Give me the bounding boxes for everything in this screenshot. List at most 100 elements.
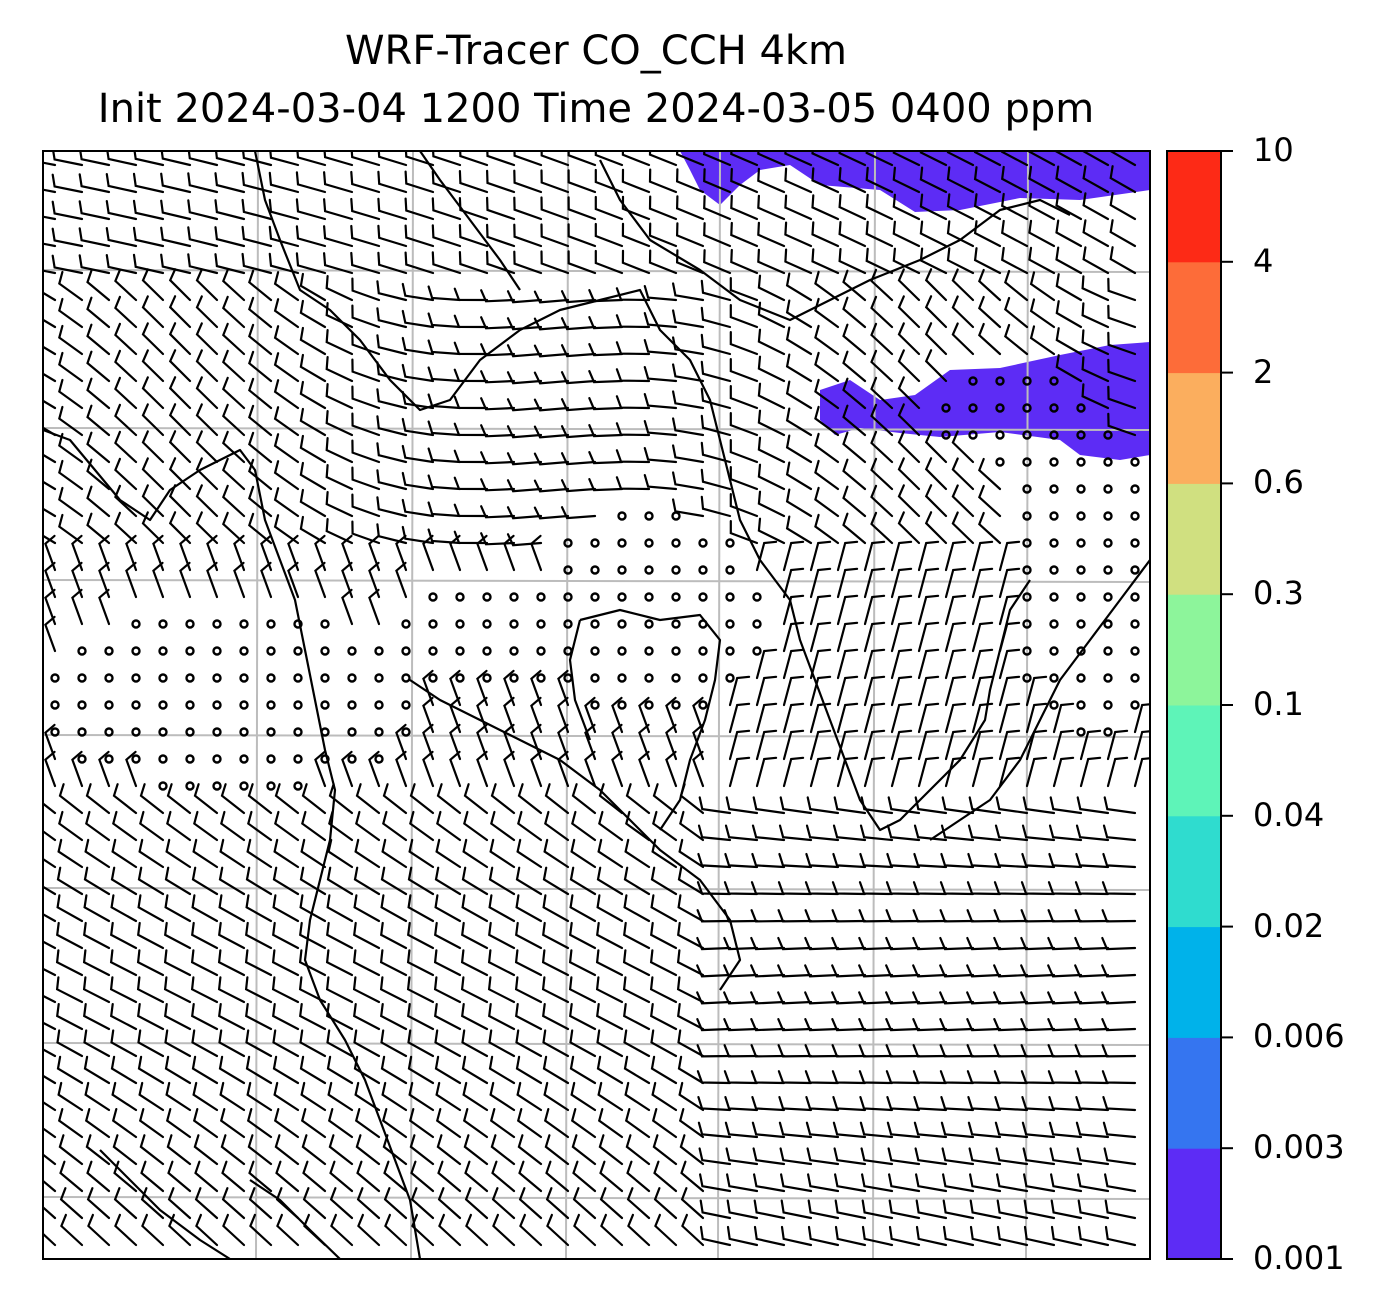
wind-barb: [244, 976, 273, 1004]
wind-barb: [1081, 383, 1110, 410]
wind-barb: [1020, 964, 1056, 978]
wind-barb: [132, 226, 165, 248]
wind-barb: [723, 964, 759, 978]
wind-barb: [805, 824, 840, 842]
calm-circle: [1103, 484, 1113, 494]
wind-barb: [352, 949, 381, 977]
wind-barb: [191, 866, 219, 896]
wind-barb: [301, 810, 327, 842]
wind-barb: [1133, 757, 1150, 788]
wind-barb: [350, 251, 381, 275]
calm-circle: [563, 673, 573, 683]
wind-barb: [696, 991, 732, 1005]
calm-circle: [428, 592, 438, 602]
wind-barb: [675, 222, 705, 248]
wind-barb: [998, 540, 1021, 572]
wind-barb: [778, 1121, 813, 1139]
wind-barb: [44, 750, 57, 788]
calm-circle: [1049, 700, 1059, 710]
wind-barb: [977, 322, 1002, 356]
wind-barb: [58, 810, 84, 842]
calm-circle: [428, 673, 438, 683]
wind-barb: [679, 1134, 705, 1166]
wind-barb: [1101, 964, 1137, 978]
wind-barb: [863, 567, 886, 599]
wind-barb: [728, 675, 751, 707]
wind-barb: [449, 669, 462, 707]
colorbar-segment: [1167, 705, 1221, 817]
calm-circle: [428, 619, 438, 629]
tracer-plume-east: [820, 342, 1150, 460]
calm-circle: [1022, 538, 1032, 548]
wind-barb: [506, 479, 543, 493]
wind-barb: [384, 1213, 408, 1247]
wind-barb: [85, 810, 111, 842]
wind-barb: [244, 949, 273, 977]
wind-barb: [569, 1003, 597, 1031]
wind-barb: [141, 1213, 165, 1247]
wind-barb: [272, 1055, 300, 1085]
wind-barb: [453, 287, 489, 302]
wind-barb: [78, 254, 111, 275]
wind-barb: [557, 696, 570, 734]
wind-barb: [569, 866, 597, 896]
wind-barb: [1101, 909, 1137, 923]
wind-barb: [1109, 246, 1137, 275]
wind-barb: [597, 1108, 624, 1139]
calm-circle: [1076, 430, 1086, 440]
wind-barb: [939, 964, 975, 978]
wind-barb: [506, 371, 543, 385]
wind-barb: [696, 1044, 732, 1058]
wind-barb: [376, 442, 408, 464]
wind-barb: [351, 412, 381, 437]
colorbar-segment: [1167, 372, 1221, 484]
wind-barb: [652, 810, 678, 842]
wind-barb: [51, 200, 84, 221]
wind-barb: [295, 171, 327, 194]
wind-barb: [729, 466, 759, 491]
wind-barb: [751, 852, 786, 869]
wind-barb: [427, 285, 462, 302]
wind-barb: [677, 894, 705, 923]
wind-barb: [814, 486, 840, 518]
wind-barb: [643, 393, 678, 410]
wind-barb: [832, 824, 867, 842]
wind-barb: [1047, 909, 1083, 923]
wind-barb: [427, 312, 462, 329]
wind-barb: [83, 866, 111, 896]
wind-barb: [44, 588, 57, 626]
wind-barb: [248, 431, 273, 464]
wind-barb: [809, 540, 832, 572]
calm-circle: [1022, 619, 1032, 629]
wind-barb: [241, 171, 273, 194]
wind-barb: [886, 852, 921, 869]
wind-barb: [163, 949, 192, 977]
wind-barb: [137, 894, 165, 923]
wind-barb: [1021, 852, 1056, 869]
calm-circle: [185, 700, 195, 710]
colorbar-tick-label: 10: [1253, 131, 1294, 169]
wind-barb: [1029, 271, 1056, 302]
wind-barb: [870, 295, 894, 329]
wind-barb: [503, 696, 516, 734]
wind-barb: [112, 1134, 138, 1166]
wind-barb: [785, 326, 813, 356]
wind-barb: [325, 464, 354, 491]
wind-barb: [434, 866, 462, 896]
wind-barb: [967, 1096, 1002, 1112]
wind-barb: [329, 1160, 354, 1193]
wind-barb: [299, 461, 327, 491]
wind-barb: [220, 783, 246, 815]
wind-barb: [725, 796, 759, 815]
wind-barb: [376, 307, 408, 329]
wind-barb: [584, 723, 597, 761]
wind-barb: [1028, 246, 1056, 275]
wind-barb: [1104, 1225, 1137, 1247]
wind-barb: [513, 250, 543, 275]
wind-barb: [805, 852, 840, 869]
wind-barb: [43, 372, 57, 383]
wind-barb: [1028, 219, 1056, 248]
wind-barb: [245, 866, 273, 896]
wind-barb: [863, 648, 886, 680]
wind-barb: [969, 1173, 1002, 1193]
